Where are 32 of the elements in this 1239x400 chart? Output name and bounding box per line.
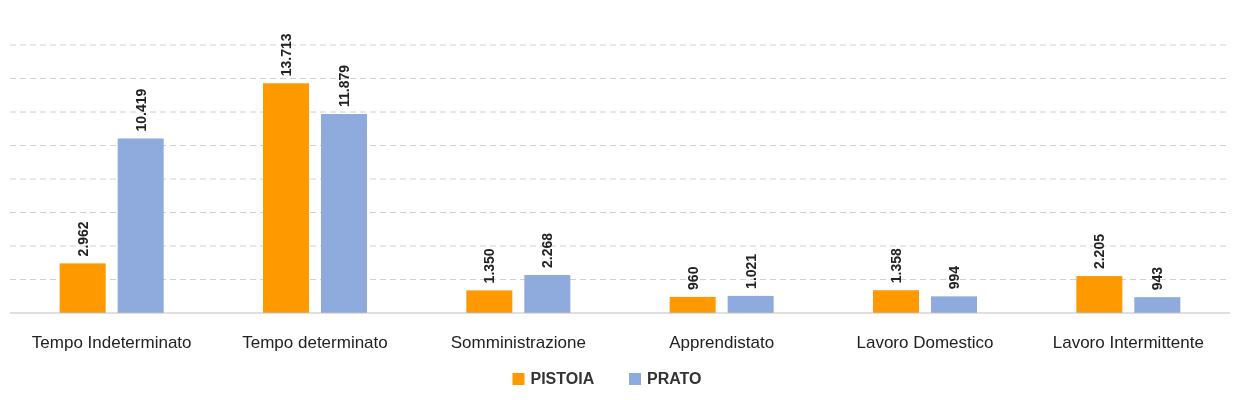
bar — [727, 295, 774, 313]
data-label: 2.268 — [539, 232, 556, 269]
data-label: 11.879 — [336, 64, 352, 108]
data-label: 10.419 — [132, 88, 149, 132]
bar — [321, 114, 367, 313]
data-label: 943 — [1149, 266, 1166, 291]
bar — [466, 290, 513, 313]
data-label: 960 — [684, 266, 701, 290]
data-label: 2.205 — [1091, 233, 1108, 270]
bar — [117, 138, 164, 313]
x-tick-label: Lavoro Domestico — [856, 333, 994, 352]
data-label: 994 — [946, 265, 962, 290]
bar — [524, 275, 571, 313]
legend-label: PISTOIA — [530, 370, 595, 387]
x-tick-label: Apprendistato — [669, 333, 775, 352]
x-tick-label: Tempo Indeterminato — [31, 333, 192, 352]
data-label: 1.021 — [742, 253, 759, 289]
bar — [931, 296, 977, 313]
data-label: 1.350 — [481, 248, 498, 284]
legend-label: PRATO — [647, 370, 702, 387]
data-label: 13.713 — [278, 33, 294, 77]
x-tick-label: Tempo determinato — [242, 333, 388, 352]
data-label: 1.358 — [888, 248, 904, 284]
data-label: 2.962 — [74, 221, 91, 257]
bar — [263, 83, 309, 313]
bar — [1134, 297, 1181, 313]
bar — [59, 263, 106, 313]
x-tick-label: Somministrazione — [450, 333, 586, 352]
bar — [669, 296, 716, 313]
bar — [1076, 276, 1123, 313]
bar — [873, 290, 919, 313]
x-tick-label: Lavoro Intermittente — [1052, 333, 1204, 352]
